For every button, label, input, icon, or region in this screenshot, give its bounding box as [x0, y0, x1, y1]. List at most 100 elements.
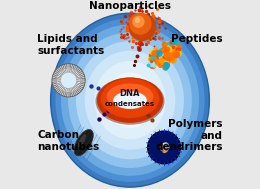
Point: [167, 53, 172, 56]
Ellipse shape: [85, 51, 175, 150]
Point: [139, 7, 144, 10]
Point: [161, 146, 166, 149]
Point: [163, 144, 167, 147]
Point: [152, 54, 157, 57]
Point: [162, 147, 166, 150]
Point: [162, 42, 166, 45]
Point: [160, 146, 165, 149]
Point: [162, 146, 166, 149]
Point: [174, 47, 179, 50]
Point: [171, 45, 175, 48]
Point: [158, 56, 162, 59]
Text: condensates: condensates: [105, 101, 155, 107]
Point: [162, 145, 166, 148]
Point: [146, 12, 150, 15]
Circle shape: [56, 68, 81, 93]
Point: [164, 54, 168, 57]
Ellipse shape: [95, 77, 165, 125]
Point: [127, 39, 131, 42]
Point: [139, 106, 144, 109]
Point: [164, 63, 168, 66]
Circle shape: [129, 14, 156, 41]
Point: [161, 145, 165, 148]
Point: [164, 46, 168, 49]
Point: [162, 52, 166, 55]
Ellipse shape: [105, 72, 155, 128]
Point: [162, 147, 167, 150]
Ellipse shape: [51, 13, 209, 187]
Ellipse shape: [101, 78, 159, 118]
Point: [162, 146, 166, 149]
Point: [162, 147, 166, 150]
Point: [162, 147, 166, 150]
Point: [171, 59, 175, 62]
Point: [164, 146, 168, 149]
Point: [138, 6, 142, 9]
Ellipse shape: [68, 32, 192, 168]
Point: [158, 54, 162, 57]
Circle shape: [148, 132, 179, 163]
Point: [125, 29, 129, 32]
Point: [157, 36, 161, 39]
Point: [162, 145, 166, 148]
Point: [160, 21, 164, 24]
Point: [164, 145, 168, 148]
Point: [152, 64, 156, 67]
Point: [163, 26, 167, 29]
Point: [126, 35, 131, 38]
Point: [151, 55, 155, 58]
Circle shape: [132, 16, 145, 28]
Point: [115, 103, 119, 106]
Point: [164, 50, 168, 53]
Point: [146, 63, 151, 66]
Point: [162, 52, 167, 55]
Point: [161, 146, 165, 149]
Point: [160, 57, 164, 60]
Point: [142, 109, 146, 112]
Ellipse shape: [61, 25, 199, 176]
Point: [151, 15, 155, 18]
Point: [156, 29, 160, 32]
Point: [162, 148, 166, 151]
Point: [163, 43, 167, 46]
Point: [170, 44, 174, 47]
Point: [172, 47, 177, 50]
Point: [154, 8, 159, 11]
Point: [130, 36, 134, 40]
Point: [137, 9, 141, 12]
Point: [133, 59, 137, 62]
Point: [165, 50, 170, 53]
Point: [176, 51, 180, 54]
Point: [123, 14, 127, 17]
Point: [144, 9, 148, 12]
Point: [173, 53, 178, 56]
Point: [157, 23, 161, 26]
Circle shape: [162, 142, 169, 149]
Point: [126, 20, 131, 23]
Point: [161, 54, 165, 57]
Point: [170, 52, 174, 55]
Point: [163, 146, 167, 149]
Point: [148, 38, 152, 41]
Text: DNA: DNA: [120, 89, 140, 98]
Point: [118, 30, 122, 33]
Point: [163, 147, 167, 150]
Point: [157, 36, 161, 39]
Point: [161, 148, 166, 151]
Ellipse shape: [116, 84, 144, 116]
Point: [165, 47, 170, 50]
Point: [165, 55, 169, 58]
Point: [125, 33, 129, 36]
Point: [162, 60, 166, 63]
Point: [162, 148, 166, 151]
Point: [102, 89, 107, 92]
Point: [162, 147, 167, 150]
Point: [164, 62, 168, 65]
Circle shape: [61, 72, 76, 88]
Point: [140, 43, 144, 46]
Circle shape: [135, 18, 140, 23]
Point: [157, 16, 161, 19]
Point: [151, 55, 155, 58]
Point: [162, 147, 166, 150]
Point: [160, 146, 165, 149]
